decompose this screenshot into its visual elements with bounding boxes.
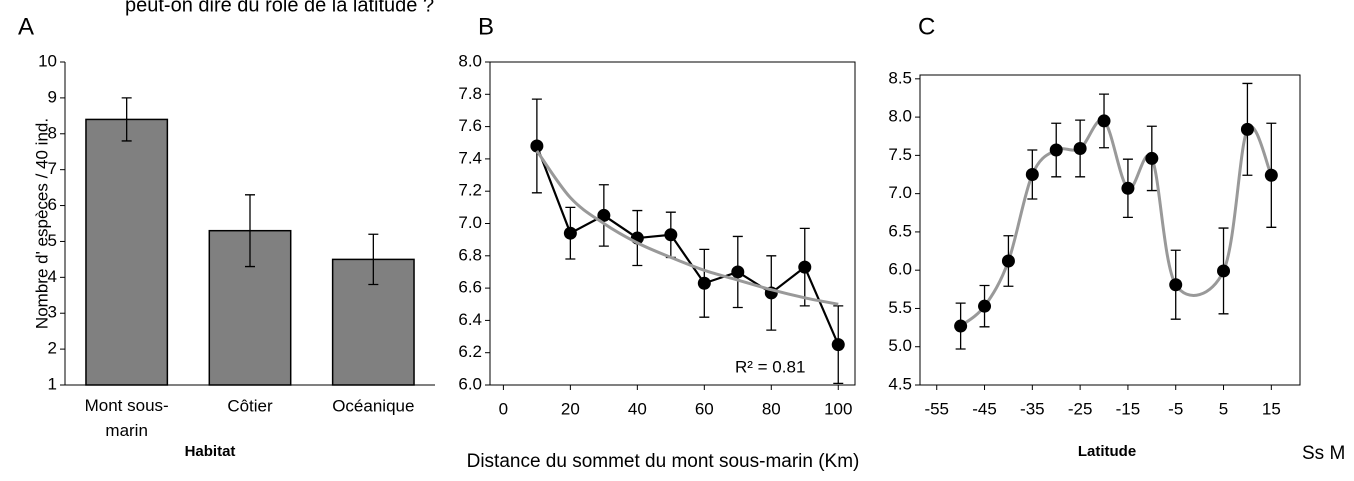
- y-axis-label: Nombre d' espèces / 40 ind.: [32, 118, 51, 329]
- annotation: R² = 0.81: [735, 357, 805, 376]
- data-point: [1049, 143, 1063, 157]
- data-point: [1121, 181, 1135, 195]
- data-point: [1217, 264, 1231, 278]
- y-tick-label: 4.5: [888, 374, 912, 393]
- y-tick-label: 7.2: [458, 181, 482, 200]
- data-point: [798, 260, 812, 274]
- x-tick-label: 5: [1219, 399, 1228, 418]
- y-tick-label: 8.5: [888, 68, 912, 87]
- trend-line: [959, 118, 1273, 328]
- data-point: [978, 299, 992, 313]
- x-tick-label: Côtier: [227, 396, 273, 415]
- y-tick-label: 8: [48, 123, 57, 142]
- x-tick-label: -55: [924, 399, 949, 418]
- x-axis-label: Latitude: [1078, 443, 1136, 460]
- x-tick-label: 20: [561, 399, 580, 418]
- y-tick-label: 6: [48, 195, 57, 214]
- x-tick-label: 60: [695, 399, 714, 418]
- x-tick-label: -5: [1168, 399, 1183, 418]
- y-tick-label: 6.0: [888, 260, 912, 279]
- x-tick-label: 100: [824, 399, 852, 418]
- x-tick-label: -25: [1068, 399, 1093, 418]
- x-axis-label: Habitat: [185, 443, 236, 460]
- plot-frame: [489, 61, 856, 386]
- y-tick-label: 1: [48, 374, 57, 393]
- y-tick-label: 7.8: [458, 84, 482, 103]
- y-tick-label: 6.6: [458, 278, 482, 297]
- data-line: [535, 145, 840, 346]
- x-axis-label: Distance du sommet du mont sous-marin (K…: [467, 451, 860, 472]
- y-tick-label: 6.4: [458, 310, 482, 329]
- x-tick-label: -35: [1020, 399, 1045, 418]
- panel-label: A: [18, 13, 34, 40]
- bar: [85, 118, 169, 386]
- data-point: [831, 338, 845, 352]
- x-tick-label: Mont sous-marin: [85, 396, 169, 440]
- x-tick-label: Océanique: [332, 396, 414, 415]
- error-bar: [121, 97, 132, 142]
- y-tick-label: 7.0: [888, 183, 912, 202]
- data-point: [697, 276, 711, 290]
- y-tick-label: 8.0: [458, 51, 482, 70]
- y-tick-label: 9: [48, 87, 57, 106]
- data-point: [1097, 114, 1111, 128]
- x-tick-label: 15: [1262, 399, 1281, 418]
- data-point: [530, 139, 544, 153]
- x-tick-label: 0: [499, 399, 508, 418]
- y-tick-label: 5: [48, 231, 57, 250]
- data-point: [597, 208, 611, 222]
- y-tick-label: 6.5: [888, 221, 912, 240]
- y-tick-label: 7.0: [458, 213, 482, 232]
- y-tick-label: 7.4: [458, 148, 482, 167]
- x-tick-label: -45: [972, 399, 997, 418]
- data-point: [1145, 151, 1159, 165]
- data-point: [1073, 141, 1087, 155]
- x-tick-label: -15: [1116, 399, 1141, 418]
- y-tick-label: 7: [48, 159, 57, 178]
- data-point: [1240, 122, 1254, 136]
- trend-line: [535, 149, 839, 306]
- data-point: [1025, 168, 1039, 182]
- x-tick-label: 40: [628, 399, 647, 418]
- data-point: [954, 319, 968, 333]
- y-tick-label: 5.0: [888, 336, 912, 355]
- y-tick-label: 4: [48, 267, 57, 286]
- error-bar: [368, 233, 379, 286]
- y-tick-label: 10: [38, 51, 57, 70]
- error-bar: [245, 194, 255, 268]
- data-point: [1264, 168, 1278, 182]
- x-tick-label: 80: [762, 399, 781, 418]
- plot-frame: [919, 74, 1301, 386]
- header: peut-on dire du rôle de la latitude ?: [125, 0, 434, 16]
- side-text: Ss M: [1302, 443, 1345, 464]
- panel-label: B: [478, 13, 494, 40]
- y-tick-label: 5.5: [888, 298, 912, 317]
- y-tick-label: 2: [48, 339, 57, 358]
- y-tick-label: 7.5: [888, 145, 912, 164]
- y-tick-label: 6.8: [458, 245, 482, 264]
- y-tick-label: 8.0: [888, 107, 912, 126]
- data-point: [731, 265, 745, 279]
- y-tick-label: 6.0: [458, 374, 482, 393]
- data-point: [1169, 278, 1183, 292]
- y-tick-label: 6.2: [458, 342, 482, 361]
- y-tick-label: 7.6: [458, 116, 482, 135]
- y-tick-label: 3: [48, 303, 57, 322]
- panel-label: C: [918, 13, 935, 40]
- data-point: [563, 226, 577, 240]
- data-point: [664, 228, 678, 242]
- data-point: [1001, 254, 1015, 268]
